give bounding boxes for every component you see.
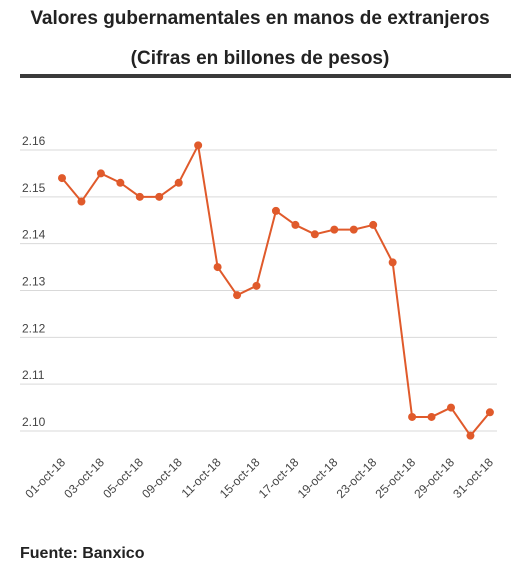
data-point-10: [252, 281, 261, 290]
data-point-4: [135, 192, 144, 201]
data-point-8: [213, 263, 222, 272]
chart-subtitle: (Cifras en billones de pesos): [130, 48, 390, 69]
data-point-9: [233, 291, 242, 300]
x-tick-label-31-oct-18: 31-oct-18: [450, 455, 496, 501]
data-point-17: [388, 258, 397, 267]
x-tick-label-19-oct-18: 19-oct-18: [295, 455, 341, 501]
y-tick-label-2.12: 2.12: [22, 321, 46, 335]
data-point-3: [116, 178, 125, 187]
x-tick-label-23-oct-18: 23-oct-18: [334, 455, 380, 501]
chart-title: Valores gubernamentales en manos de extr…: [30, 8, 490, 29]
data-point-11: [271, 206, 280, 215]
x-tick-label-15-oct-18: 15-oct-18: [217, 455, 263, 501]
data-point-20: [447, 403, 455, 412]
y-tick-label-2.13: 2.13: [22, 275, 46, 289]
data-point-2: [96, 169, 105, 178]
data-point-7: [194, 141, 203, 150]
data-point-12: [291, 220, 300, 229]
data-point-22: [485, 408, 494, 417]
x-tick-label-11-oct-18: 11-oct-18: [179, 455, 224, 500]
title-divider: [20, 74, 511, 78]
line-chart: 2.10 2.11 2.12 2.13 2.14 2.15 2.16 01-oct-1803-…: [20, 134, 497, 501]
y-tick-label-2.14: 2.14: [22, 228, 46, 242]
x-tick-label-17-oct-18: 17-oct-18: [256, 455, 302, 501]
data-point-0: [58, 174, 66, 183]
data-point-6: [174, 178, 183, 187]
data-point-18: [408, 412, 417, 421]
y-tick-label-2.16: 2.16: [22, 134, 46, 148]
y-tick-label-2.10: 2.10: [22, 415, 46, 429]
x-tick-label-01-oct-18: 01-oct-18: [22, 455, 68, 501]
data-point-5: [155, 192, 164, 201]
x-tick-label-25-oct-18: 25-oct-18: [372, 455, 418, 501]
y-tick-label-2.15: 2.15: [22, 181, 46, 195]
data-point-19: [427, 412, 436, 421]
data-point-1: [77, 197, 86, 206]
data-point-14: [330, 225, 339, 234]
x-tick-label-29-oct-18: 29-oct-18: [411, 455, 457, 501]
x-tick-label-03-oct-18: 03-oct-18: [61, 455, 107, 501]
y-tick-label-2.11: 2.11: [22, 368, 45, 382]
x-tick-label-05-oct-18: 05-oct-18: [100, 455, 146, 501]
x-tick-label-09-oct-18: 09-oct-18: [139, 455, 185, 501]
data-point-21: [466, 431, 475, 440]
source-note: Fuente: Banxico: [20, 545, 145, 562]
data-point-16: [369, 220, 378, 229]
data-point-13: [310, 230, 319, 239]
data-point-15: [349, 225, 358, 234]
